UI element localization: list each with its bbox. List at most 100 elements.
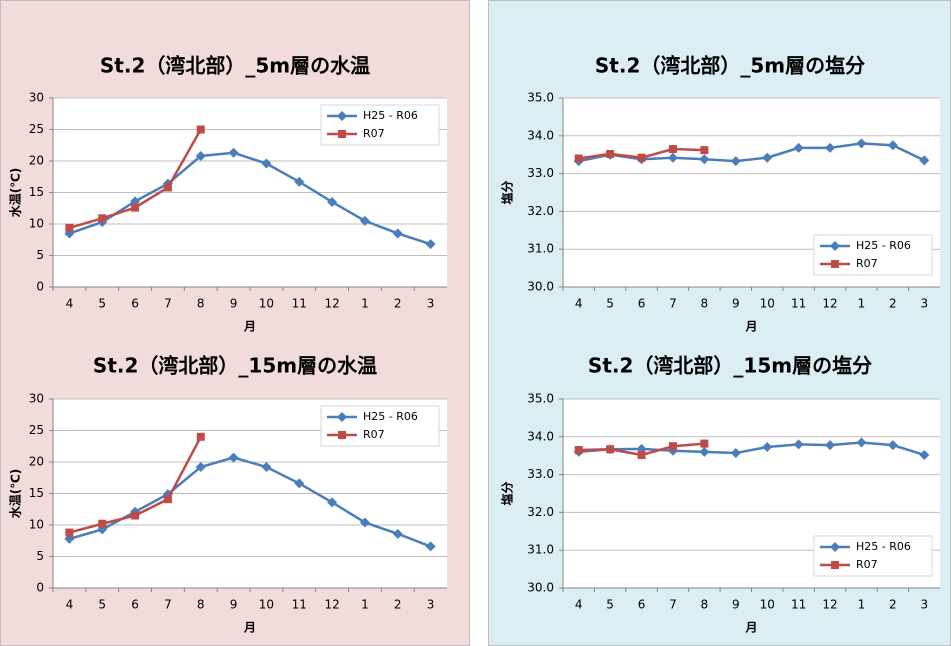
marker (637, 153, 646, 162)
x-tick-label: 1 (361, 297, 369, 311)
y-tick-label: 35.0 (527, 392, 554, 406)
x-tick-label: 11 (292, 598, 307, 612)
legend (320, 104, 440, 146)
marker (700, 146, 709, 155)
marker (261, 462, 272, 473)
y-tick-label: 10 (29, 518, 44, 532)
marker (338, 130, 346, 138)
x-tick-label: 4 (66, 598, 74, 612)
marker (392, 228, 403, 239)
legend-label: R07 (856, 558, 878, 571)
y-tick-label: 5 (36, 248, 44, 262)
marker (228, 452, 239, 463)
marker (730, 448, 741, 459)
y-tick-label: 31.0 (527, 543, 554, 557)
x-tick-label: 12 (822, 598, 837, 612)
marker (359, 517, 370, 528)
marker (919, 155, 930, 166)
series-line (578, 441, 925, 457)
marker (919, 449, 930, 460)
marker (337, 111, 347, 121)
x-tick-label: 5 (606, 598, 614, 612)
x-tick-label: 10 (259, 297, 274, 311)
marker (831, 561, 839, 569)
marker (699, 446, 710, 457)
marker (793, 439, 804, 450)
legend-label: R07 (363, 127, 385, 140)
chart-title: St.2（湾北部）_5m層の塩分 (595, 54, 865, 78)
legend (813, 535, 933, 577)
legend-label: H25 - R06 (363, 109, 418, 122)
marker (574, 154, 583, 163)
x-tick-label: 1 (361, 598, 369, 612)
marker (131, 511, 140, 520)
x-axis-label: 月 (243, 621, 256, 635)
marker (338, 431, 346, 439)
x-tick-label: 4 (66, 297, 74, 311)
y-tick-label: 15 (29, 185, 44, 199)
y-tick-label: 31.0 (527, 242, 554, 256)
x-tick-label: 9 (230, 297, 238, 311)
y-tick-label: 25 (29, 122, 44, 136)
y-axis-label: 水温(℃) (8, 168, 23, 218)
marker (327, 497, 338, 508)
marker (65, 223, 74, 232)
y-axis-label: 水温(℃) (8, 469, 23, 519)
x-tick-label: 12 (324, 598, 339, 612)
x-tick-label: 2 (889, 297, 897, 311)
x-tick-label: 6 (638, 598, 646, 612)
marker (825, 142, 836, 153)
x-tick-label: 12 (324, 297, 339, 311)
series-line (69, 151, 431, 246)
legend (320, 405, 440, 447)
marker (359, 215, 370, 226)
x-tick-label: 2 (394, 297, 402, 311)
marker (606, 445, 615, 454)
y-tick-label: 20 (29, 154, 44, 168)
y-tick-label: 35.0 (527, 91, 554, 105)
marker (163, 183, 172, 192)
x-tick-label: 4 (575, 297, 583, 311)
x-tick-label: 3 (920, 297, 928, 311)
series-line (578, 142, 925, 163)
y-tick-label: 33.0 (527, 467, 554, 481)
marker (667, 152, 678, 163)
y-tick-label: 5 (36, 549, 44, 563)
x-tick-label: 8 (701, 297, 709, 311)
marker (196, 432, 205, 441)
x-tick-label: 8 (197, 297, 205, 311)
marker (887, 440, 898, 451)
y-tick-label: 15 (29, 486, 44, 500)
marker (425, 239, 436, 250)
marker (793, 142, 804, 153)
marker (195, 150, 206, 161)
x-tick-label: 9 (732, 598, 740, 612)
marker (887, 140, 898, 151)
x-tick-label: 3 (920, 598, 928, 612)
y-tick-label: 20 (29, 455, 44, 469)
x-tick-label: 7 (669, 598, 677, 612)
marker (392, 528, 403, 539)
marker (668, 442, 677, 451)
marker (337, 412, 347, 422)
y-tick-label: 32.0 (527, 204, 554, 218)
legend-label: H25 - R06 (856, 540, 911, 553)
y-axis-label: 塩分 (500, 180, 515, 204)
chart-title: St.2（湾北部）_5m層の水温 (100, 54, 370, 78)
marker (668, 145, 677, 154)
x-tick-label: 2 (889, 598, 897, 612)
marker (425, 541, 436, 552)
marker (261, 158, 272, 169)
y-tick-label: 30 (29, 392, 44, 406)
y-tick-label: 25 (29, 423, 44, 437)
x-tick-label: 5 (98, 297, 106, 311)
marker (830, 542, 840, 552)
legend-label: H25 - R06 (363, 410, 418, 423)
marker (700, 439, 709, 448)
x-tick-label: 6 (131, 297, 139, 311)
x-tick-label: 8 (197, 598, 205, 612)
x-tick-label: 8 (701, 598, 709, 612)
y-tick-label: 0 (36, 280, 44, 294)
marker (856, 138, 867, 149)
